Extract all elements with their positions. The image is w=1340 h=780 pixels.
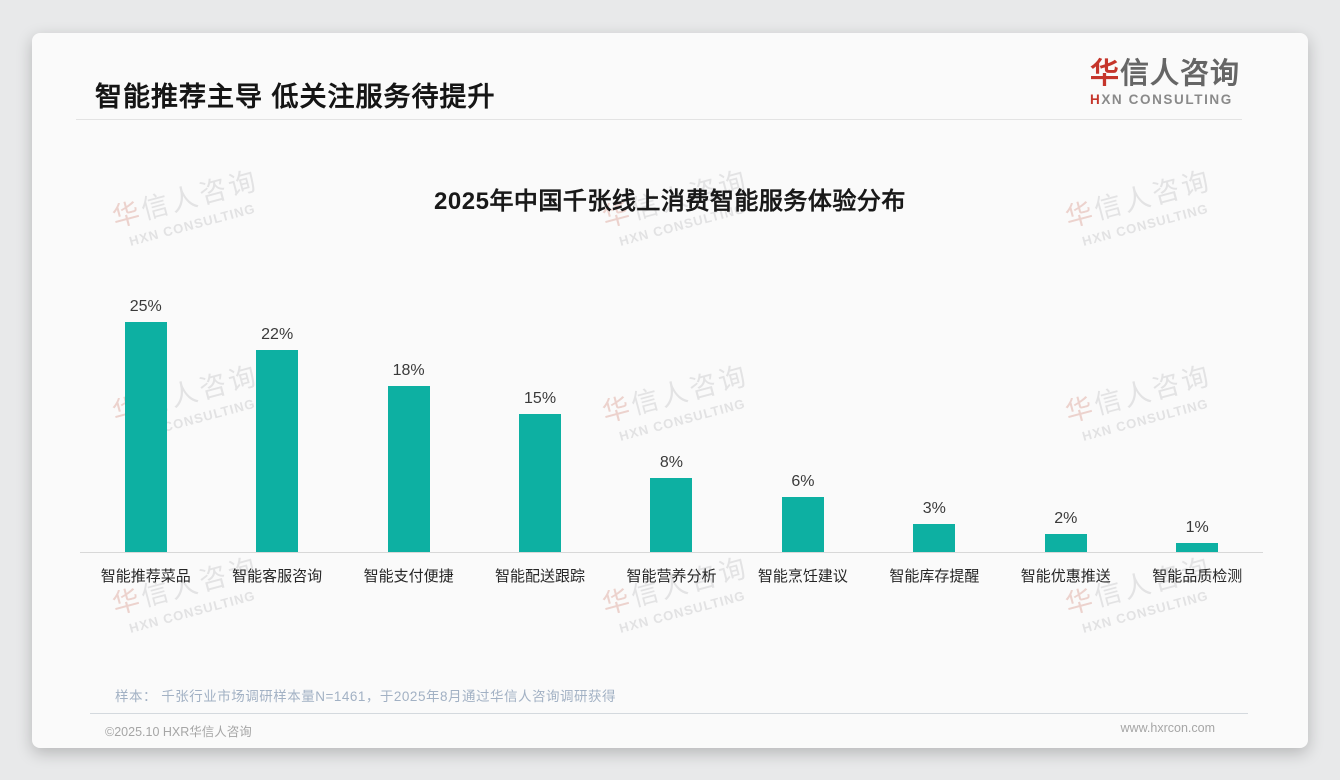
bar-column: 15%	[474, 291, 605, 552]
x-axis-label: 智能品质检测	[1152, 568, 1243, 585]
page-title: 智能推荐主导 低关注服务待提升	[95, 82, 496, 112]
bar-column: 18%	[343, 291, 474, 552]
bar-value-label: 25%	[129, 298, 162, 315]
bar	[256, 349, 299, 552]
bar-column: 25%	[80, 291, 211, 552]
bar	[1044, 533, 1087, 552]
bar-column: 1%	[1132, 291, 1263, 552]
x-axis-labels: 智能推荐菜品 智能客服咨询 智能支付便捷 智能配送跟踪 智能营养分析 智能烹饪建议 智能库存…	[80, 565, 1263, 586]
watermark-english-text: HXN CONSULTING	[617, 587, 748, 636]
footer-divider	[90, 713, 1248, 714]
x-axis-label: 智能优惠推送	[1020, 568, 1111, 585]
bar-chart-plot: 25% 22% 18% 15% 8% 6% 3% 2% 1%	[80, 291, 1263, 553]
logo-english-first-char: H	[1089, 92, 1102, 107]
company-logo: 华信人咨询 HXN CONSULTING	[1090, 57, 1240, 107]
x-axis-label: 智能库存提醒	[889, 568, 980, 585]
logo-chinese-text: 华信人咨询	[1090, 57, 1240, 91]
logo-english-rest: XN CONSULTING	[1101, 92, 1233, 107]
bar	[1176, 542, 1219, 552]
bar-value-label: 3%	[922, 500, 946, 518]
report-card: 华信人咨询 HXN CONSULTING 华信人咨询 HXN CONSULTING 华信…	[32, 33, 1308, 748]
watermark-english-text: HXN CONSULTING	[1080, 587, 1211, 636]
x-axis-label: 智能营养分析	[626, 568, 717, 585]
bar-value-label: 15%	[524, 390, 557, 407]
x-axis-label: 智能支付便捷	[363, 568, 454, 585]
bar	[124, 322, 167, 552]
bar-column: 22%	[211, 291, 342, 552]
x-axis-label: 智能配送跟踪	[495, 568, 586, 585]
copyright-text: ©2025.10 HXR华信人咨询	[105, 725, 252, 739]
logo-chinese-rest: 信人咨询	[1119, 58, 1240, 90]
website-url: www.hxrcon.com	[1120, 721, 1215, 735]
bar-column: 2%	[1000, 291, 1131, 552]
x-axis-label: 智能客服咨询	[232, 568, 323, 585]
x-axis-label: 智能烹饪建议	[757, 568, 848, 585]
header-divider	[76, 119, 1242, 120]
x-axis-label: 智能推荐菜品	[100, 568, 191, 585]
bar	[781, 496, 824, 552]
bar	[913, 524, 956, 552]
sample-note: 样本： 千张行业市场调研样本量N=1461，于2025年8月通过华信人咨询调研获…	[115, 689, 616, 704]
bar-value-label: 18%	[392, 362, 425, 380]
bar	[650, 478, 693, 552]
bar-value-label: 22%	[261, 325, 294, 343]
bar	[387, 386, 430, 552]
bar-column: 8%	[606, 291, 737, 552]
bar-value-label: 1%	[1185, 518, 1209, 536]
logo-english-text: HXN CONSULTING	[1090, 92, 1240, 107]
bar-column: 3%	[869, 291, 1000, 552]
logo-chinese-first-char: 华	[1089, 58, 1120, 90]
bar-value-label: 8%	[659, 454, 684, 472]
bar-value-label: 2%	[1054, 509, 1078, 527]
bar-column: 6%	[737, 291, 868, 552]
bar-value-label: 6%	[791, 472, 815, 490]
watermark-english-text: HXN CONSULTING	[127, 587, 258, 636]
chart-title: 2025年中国千张线上消费智能服务体验分布	[434, 188, 906, 215]
bar	[519, 414, 562, 552]
